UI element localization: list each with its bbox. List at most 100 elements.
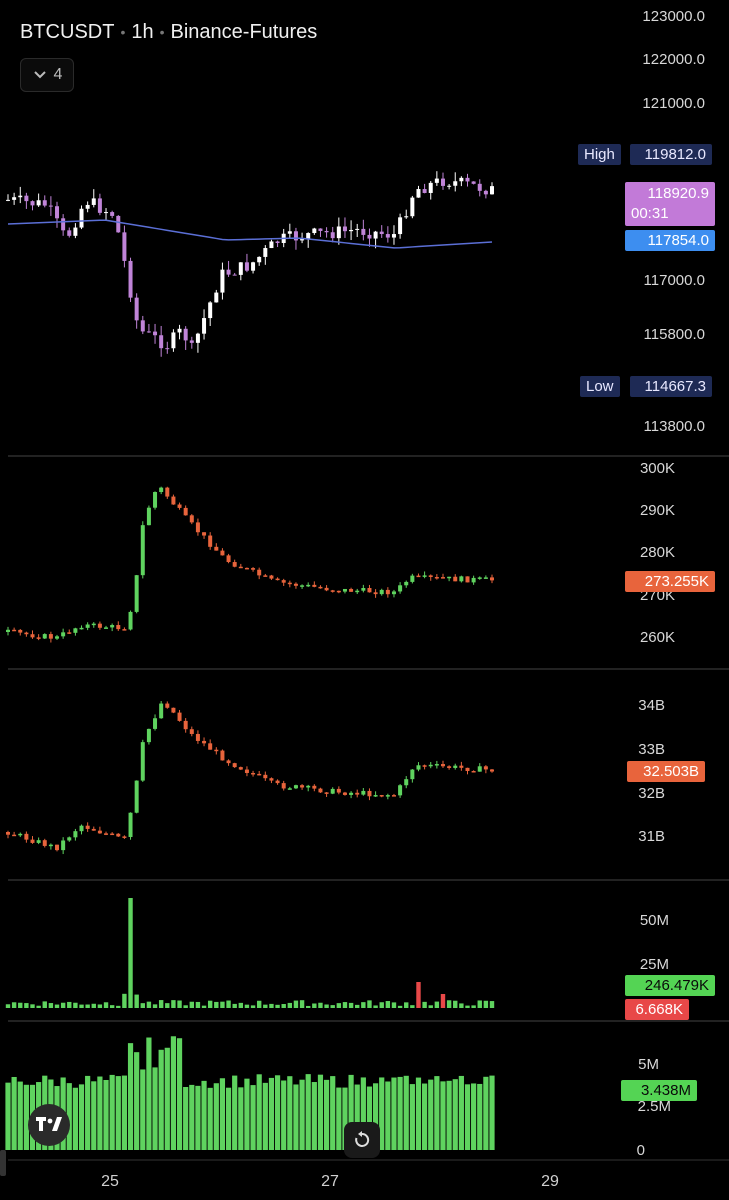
- oi-candle: [434, 576, 439, 579]
- oi-value-candle: [490, 769, 494, 772]
- separator-dot: •: [120, 24, 126, 40]
- liq-axis-label: 50M: [639, 912, 669, 929]
- volume-bar: [281, 1080, 287, 1150]
- price-candle: [251, 262, 256, 271]
- liquidation-bar: [30, 1004, 35, 1008]
- liquidation-bar: [483, 1000, 489, 1008]
- liquidation-bar: [373, 1005, 378, 1008]
- oi-value-candle: [471, 771, 476, 773]
- price-candle: [30, 201, 35, 206]
- oi-candle: [324, 587, 329, 591]
- oi-value-candle: [226, 760, 231, 764]
- open-interest-value-pane: [6, 701, 494, 855]
- price-candle: [189, 340, 194, 343]
- oi-candle: [140, 525, 145, 576]
- volume-bar: [232, 1075, 238, 1150]
- oi-value-candle: [195, 733, 200, 741]
- oi-candle: [183, 507, 188, 516]
- liquidation-bar: [355, 1004, 360, 1008]
- price-candle: [440, 178, 445, 186]
- liquidation-bar: [24, 1003, 29, 1008]
- liquidation-bar: [171, 1000, 176, 1008]
- high-label: High: [578, 144, 621, 165]
- liquidation-bar: [287, 1002, 293, 1008]
- liquidation-bar: [165, 1003, 170, 1008]
- oi-current-tag: 273.255K: [625, 571, 715, 592]
- oi-value-candle: [391, 795, 396, 797]
- oi-axis-label: 260K: [639, 629, 675, 646]
- liquidation-bar: [361, 1002, 366, 1008]
- liquidation-bar: [256, 1000, 262, 1008]
- price-candle: [306, 233, 311, 240]
- liquidation-bar: [312, 1003, 317, 1008]
- oi-candle: [300, 585, 305, 587]
- volume-bar: [5, 1082, 11, 1150]
- oi-value-candle: [312, 785, 317, 789]
- oi-value-candle: [146, 728, 151, 743]
- tradingview-logo-icon[interactable]: [28, 1104, 70, 1146]
- liquidation-bar: [336, 1003, 342, 1008]
- oi-candle: [85, 624, 90, 628]
- price-candle: [293, 231, 298, 241]
- liquidation-bar: [281, 1004, 286, 1008]
- price-candle: [208, 302, 213, 319]
- oi-value-candle: [159, 703, 164, 719]
- liquidation-bar: [195, 1001, 201, 1008]
- liquidation-bar: [465, 1005, 470, 1008]
- oi-value-candle: [318, 788, 323, 793]
- oi-candle: [110, 625, 115, 628]
- liquidation-bar: [404, 1002, 409, 1008]
- oi-candle: [24, 632, 29, 635]
- liquidation-bar: [134, 994, 139, 1008]
- oi-candle: [146, 507, 151, 526]
- price-candle: [97, 198, 102, 213]
- oi-candle: [214, 546, 219, 551]
- oi-value-candle: [477, 766, 482, 772]
- oi-candle: [361, 588, 366, 591]
- oi-value-candle: [257, 773, 262, 776]
- volume-bar: [97, 1076, 103, 1150]
- volume-bar: [183, 1087, 189, 1150]
- liquidation-bar: [116, 1005, 121, 1008]
- price-axis-label: 123000.0: [642, 8, 705, 25]
- oi-candle: [251, 568, 256, 570]
- collapsed-count: 4: [53, 66, 63, 83]
- price-candle: [122, 232, 127, 261]
- liquidation-bar: [391, 1002, 397, 1008]
- oi-value-candle: [183, 720, 188, 730]
- oi-value-candle: [349, 792, 354, 795]
- liquidation-bar: [342, 1002, 348, 1008]
- volume-bar: [293, 1084, 299, 1150]
- indicators-collapse-button[interactable]: 4: [20, 58, 74, 92]
- reset-icon: [355, 1131, 370, 1147]
- scroll-handle[interactable]: [0, 1150, 6, 1176]
- price-candle: [422, 189, 427, 193]
- oi-candle: [55, 636, 60, 639]
- volume-bar: [434, 1076, 440, 1150]
- price-candle: [373, 231, 378, 239]
- oi-candle: [373, 592, 378, 595]
- oi-value-candle: [422, 765, 427, 767]
- volume-bar: [238, 1087, 244, 1150]
- oi-value-candle: [361, 790, 366, 795]
- oi-candle: [195, 522, 200, 533]
- liquidation-bar: [434, 1001, 440, 1008]
- liquidation-bar: [440, 994, 446, 1008]
- volume-bar: [287, 1076, 293, 1150]
- oi-candle: [410, 575, 415, 582]
- oi-value-candle: [281, 783, 286, 789]
- oi-value-candle: [373, 795, 378, 797]
- oi-candle: [171, 496, 176, 505]
- volume-bar: [134, 1052, 140, 1150]
- symbol-header[interactable]: BTCUSDT • 1h • Binance-Futures: [12, 14, 326, 50]
- oi-value-candle: [202, 740, 207, 744]
- volume-bar: [72, 1087, 78, 1150]
- oi-candle: [232, 562, 237, 567]
- volume-pane: [5, 1036, 495, 1150]
- price-candle: [318, 228, 323, 231]
- oi-candle: [42, 634, 47, 639]
- reset-chart-button[interactable]: [344, 1122, 380, 1158]
- liquidation-bar: [18, 1002, 23, 1008]
- volume-bar: [360, 1077, 366, 1150]
